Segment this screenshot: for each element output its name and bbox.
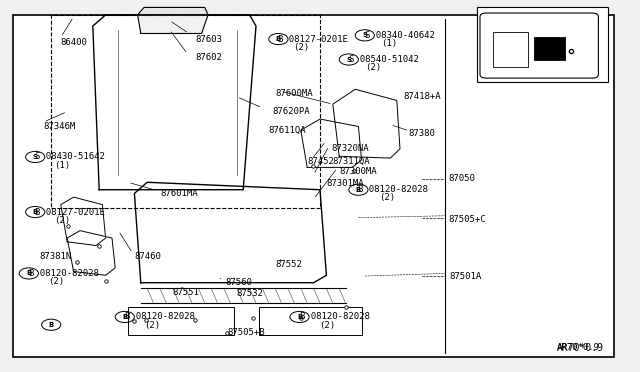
Text: (2): (2) [48,278,64,286]
Text: (2): (2) [293,43,309,52]
Text: S 08430-51642: S 08430-51642 [35,152,105,161]
Text: AR70*0.9: AR70*0.9 [557,343,600,352]
Text: 87505+B: 87505+B [227,328,265,337]
Text: 87501A: 87501A [449,272,481,280]
Bar [51,15,320,208]
Text: 87301MA: 87301MA [326,179,364,187]
Text: 87050: 87050 [448,174,475,183]
Text: B 08120-82028: B 08120-82028 [300,312,369,321]
Bar [477,7,608,82]
Text: 87320NA: 87320NA [332,144,369,153]
Text: 87311QA: 87311QA [333,157,371,166]
Text: (2): (2) [54,216,70,225]
Text: 87346M: 87346M [44,122,76,131]
Text: 87380: 87380 [408,129,435,138]
Text: 87601MA: 87601MA [160,189,198,198]
Text: (2): (2) [144,321,160,330]
Text: B 08127-0201E: B 08127-0201E [278,35,348,44]
Bar [128,307,234,335]
Text: 87603: 87603 [195,35,222,44]
Bar [493,32,528,67]
Text: B 08120-82028: B 08120-82028 [358,185,428,194]
Text: S: S [33,154,38,160]
Text: 87620PA: 87620PA [272,107,310,116]
Text: 87381N: 87381N [40,252,72,261]
Text: 87602: 87602 [195,53,222,62]
Text: B 08127-0201E: B 08127-0201E [35,208,105,217]
Text: 87418+A: 87418+A [403,92,441,101]
Text: B: B [122,314,127,320]
Text: B: B [33,209,38,215]
Text: S: S [362,32,367,38]
Text: (1): (1) [381,39,397,48]
Text: AR70*0.9: AR70*0.9 [557,343,604,353]
Text: S 08540-51042: S 08540-51042 [349,55,419,64]
Text: 87532: 87532 [237,289,264,298]
Text: B: B [26,270,31,276]
Text: 87552: 87552 [275,260,302,269]
FancyBboxPatch shape [480,13,598,78]
Text: B: B [49,322,54,328]
Text: 87460: 87460 [134,252,161,261]
Text: (1): (1) [54,161,70,170]
Polygon shape [138,7,208,33]
Text: 87600MA: 87600MA [275,89,313,98]
Text: (2): (2) [319,321,335,330]
Text: B 08120-82028: B 08120-82028 [29,269,99,278]
Text: (2): (2) [379,193,395,202]
Text: 87452: 87452 [307,157,334,166]
Text: 87505+C: 87505+C [448,215,486,224]
Text: (2): (2) [365,63,381,72]
Text: 87611QA: 87611QA [269,126,307,135]
Text: 87300MA: 87300MA [339,167,377,176]
Text: 87551: 87551 [173,288,200,296]
Text: B: B [297,314,302,320]
Text: S: S [346,57,351,62]
Text: S 08340-40642: S 08340-40642 [365,31,435,40]
Text: 86400: 86400 [61,38,88,47]
Bar [259,307,362,335]
Bar [534,37,565,60]
Text: B: B [356,187,361,193]
Text: 87560: 87560 [225,278,252,287]
Text: B 08120-82028: B 08120-82028 [125,312,195,321]
Text: B: B [276,36,281,42]
